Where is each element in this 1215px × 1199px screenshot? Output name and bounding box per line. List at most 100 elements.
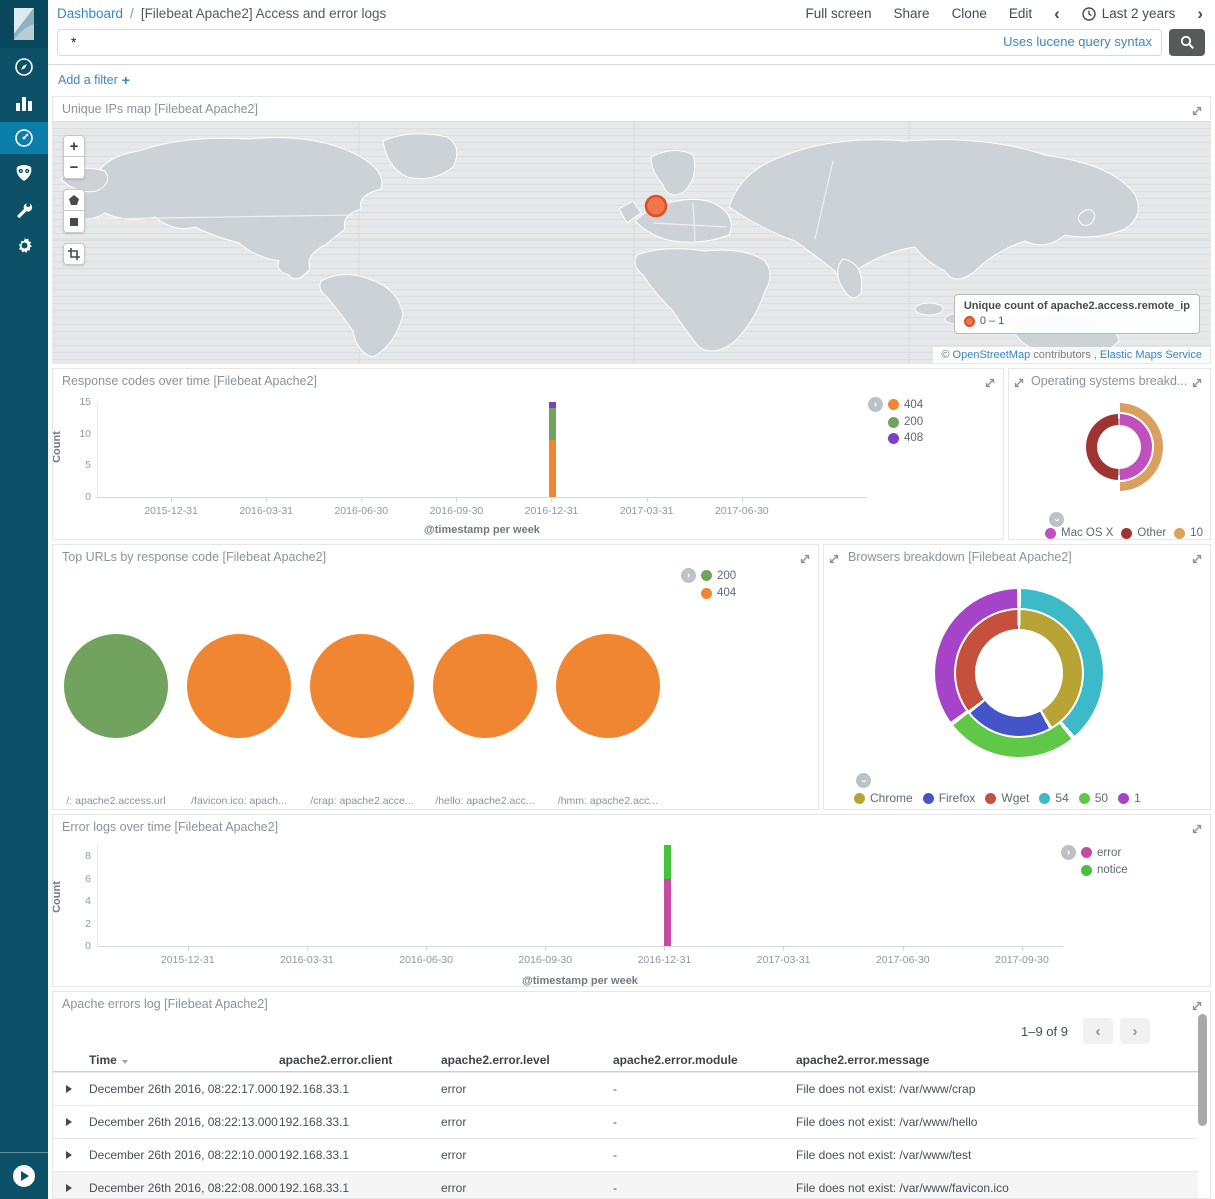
legend-toggle-icon[interactable]: › — [1061, 845, 1076, 860]
breadcrumb-dashboard-link[interactable]: Dashboard — [57, 6, 124, 21]
x-tick-label: 2016-09-30 — [429, 497, 484, 517]
map-tools: + − — [63, 135, 85, 265]
collapse-play-icon — [21, 1171, 29, 1181]
map-zoom-out-button[interactable]: − — [63, 157, 85, 179]
expand-icon[interactable] — [828, 552, 840, 570]
200-bar-segment[interactable] — [548, 408, 556, 440]
notice-bar-segment[interactable] — [664, 845, 672, 879]
legend-item-50[interactable]: 50 — [1078, 791, 1108, 805]
add-filter-plus-icon[interactable]: + — [121, 71, 130, 88]
stacked-bar-2016-12-31[interactable] — [664, 845, 672, 946]
sidebar-item-discover[interactable] — [0, 50, 48, 84]
cell-time: December 26th 2016, 08:22:10.000 — [89, 1148, 278, 1162]
scrollbar-thumb[interactable] — [1198, 1014, 1207, 1126]
legend-item-chrome[interactable]: Chrome — [854, 791, 913, 805]
full-screen-button[interactable]: Full screen — [805, 6, 872, 21]
expand-row-caret-icon[interactable] — [66, 1118, 72, 1126]
column-header-module[interactable]: apache2.error.module — [613, 1052, 738, 1067]
os-donut-chart[interactable] — [1075, 403, 1163, 491]
sidebar-item-visualize[interactable] — [0, 86, 48, 120]
y-tick-label: 10 — [79, 427, 91, 440]
legend-item-wget[interactable]: Wget — [985, 791, 1029, 805]
previous-page-button[interactable]: ‹ — [1083, 1018, 1113, 1044]
expand-row-caret-icon[interactable] — [66, 1151, 72, 1159]
map-draw-polygon-button[interactable] — [63, 189, 85, 211]
column-header-message[interactable]: apache2.error.message — [796, 1052, 930, 1067]
pie-crap-url[interactable] — [310, 634, 414, 738]
query-input[interactable] — [57, 29, 1162, 56]
edit-button[interactable]: Edit — [1008, 6, 1033, 21]
legend-dot — [1078, 792, 1090, 804]
clone-button[interactable]: Clone — [951, 6, 987, 21]
map-zoom-in-button[interactable]: + — [63, 135, 85, 157]
kibana-logo[interactable] — [0, 0, 48, 48]
sidebar-item-timelion[interactable] — [0, 156, 48, 190]
elastic-maps-link[interactable]: Elastic Maps Service — [1099, 349, 1202, 361]
sidebar-collapse-button[interactable] — [13, 1165, 35, 1187]
column-header-time[interactable]: Time — [89, 1053, 279, 1067]
legend-item-firefox[interactable]: Firefox — [922, 791, 975, 805]
expand-icon[interactable] — [1191, 552, 1203, 570]
legend-item-404[interactable]: › 404 — [868, 397, 923, 412]
pie-hello-url[interactable] — [433, 634, 537, 738]
expand-icon[interactable] — [984, 376, 996, 394]
pie-root-url[interactable] — [64, 634, 168, 738]
lucene-syntax-link[interactable]: Uses lucene query syntax — [1003, 34, 1152, 49]
expand-icon[interactable] — [1013, 376, 1025, 394]
add-filter-button[interactable]: Add a filter — [58, 72, 118, 87]
expand-icon[interactable] — [799, 552, 811, 570]
map-marker[interactable] — [644, 194, 668, 218]
legend-item-404[interactable]: 404 — [701, 587, 736, 599]
legend-item-error[interactable]: › error — [1061, 845, 1128, 860]
panel-title: Top URLs by response code [Filebeat Apac… — [62, 550, 327, 564]
legend-collapse-icon[interactable]: › — [1049, 512, 1064, 527]
408-bar-segment[interactable] — [548, 402, 556, 409]
cell-message: File does not exist: /var/www/crap — [796, 1082, 976, 1096]
legend-item-other[interactable]: Other — [1121, 527, 1166, 539]
y-tick-label: 8 — [85, 850, 91, 863]
legend-item-408[interactable]: 408 — [888, 432, 923, 444]
legend-toggle-icon[interactable]: › — [868, 397, 883, 412]
chart-legend: Chrome Firefox Wget 54 50 1 — [854, 791, 1141, 805]
legend-item-200[interactable]: › 200 — [681, 568, 736, 583]
timepicker-button[interactable]: Last 2 years — [1082, 6, 1175, 21]
search-button[interactable] — [1169, 29, 1205, 56]
pie-favicon-url[interactable] — [187, 634, 291, 738]
expand-icon[interactable] — [1191, 376, 1203, 394]
legend-dot — [701, 570, 712, 581]
openstreetmap-link[interactable]: OpenStreetMap — [952, 349, 1031, 361]
legend-toggle-icon[interactable]: › — [681, 568, 696, 583]
map-fit-bounds-button[interactable] — [63, 243, 85, 265]
y-axis-title: Count — [52, 431, 63, 463]
dashboard-grid: Unique IPs map [Filebeat Apache2] — [48, 92, 1215, 1199]
expand-row-caret-icon[interactable] — [66, 1184, 72, 1192]
expand-icon[interactable] — [1191, 999, 1203, 1017]
column-header-level[interactable]: apache2.error.level — [441, 1052, 550, 1067]
404-bar-segment[interactable] — [548, 440, 556, 497]
legend-item-54[interactable]: 54 — [1039, 791, 1069, 805]
expand-row-caret-icon[interactable] — [66, 1085, 72, 1093]
column-header-client[interactable]: apache2.error.client — [279, 1052, 393, 1067]
browsers-donut-chart[interactable] — [935, 589, 1103, 757]
expand-icon[interactable] — [1191, 104, 1203, 122]
legend-item-notice[interactable]: notice — [1081, 864, 1128, 876]
legend-item-1[interactable]: 1 — [1118, 791, 1141, 805]
legend-item-10[interactable]: 10 — [1174, 527, 1203, 539]
pie-hmm-url[interactable] — [556, 634, 660, 738]
stacked-bar-2016-12-31[interactable] — [548, 402, 556, 497]
sidebar-item-dashboard[interactable] — [0, 122, 48, 154]
world-map[interactable]: + − U — [53, 121, 1210, 363]
legend-collapse-icon[interactable]: › — [856, 773, 871, 788]
sidebar-item-dev-tools[interactable] — [0, 192, 48, 226]
next-page-button[interactable]: › — [1120, 1018, 1150, 1044]
share-button[interactable]: Share — [893, 6, 930, 21]
time-back-chevron-icon[interactable]: ‹ — [1054, 4, 1060, 23]
legend-item-macosx[interactable]: Mac OS X — [1045, 527, 1113, 539]
legend-item-200[interactable]: 200 — [888, 416, 923, 428]
time-forward-chevron-icon[interactable]: › — [1197, 4, 1203, 23]
panel-error-logs: Error logs over time [Filebeat Apache2] … — [52, 814, 1211, 987]
expand-icon[interactable] — [1191, 822, 1203, 840]
sidebar-item-management[interactable] — [0, 228, 48, 262]
error-bar-segment[interactable] — [664, 878, 672, 946]
map-draw-rectangle-button[interactable] — [63, 211, 85, 233]
